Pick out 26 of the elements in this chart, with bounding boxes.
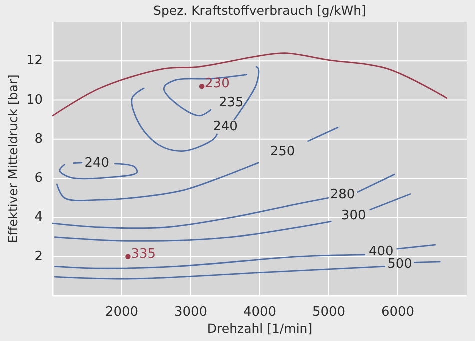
x-tick-label: 3000 — [174, 305, 208, 320]
y-tick-label: 12 — [26, 54, 43, 69]
series-label: 335 — [131, 246, 156, 262]
x-tick-label: 4000 — [243, 305, 277, 320]
text: 240 — [84, 156, 110, 171]
x-tick-label: 6000 — [381, 305, 415, 320]
series-label: 250 — [270, 144, 296, 160]
series-label: 240 — [213, 120, 238, 135]
series-label: 230 — [205, 76, 230, 92]
x-axis-title: Drehzahl [1/min] — [207, 321, 313, 336]
series-label: 400 — [369, 244, 394, 260]
y-tick-label: 6 — [34, 171, 43, 186]
series-label: 280 — [330, 188, 356, 203]
line-series — [52, 52, 448, 117]
y-tick-label: 10 — [26, 92, 43, 108]
y-tick-label: 2 — [34, 249, 43, 264]
series-label: 235 — [219, 96, 244, 111]
x-tick-label: 2000 — [105, 305, 139, 320]
y-axis-title: Effektiver Mitteldruck [bar] — [6, 74, 20, 244]
line-series — [163, 74, 248, 117]
y-tick-label: 4 — [34, 210, 43, 226]
series-label: 300 — [341, 208, 366, 224]
chart-title: Spez. Kraftstoffverbrauch [g/kWh] — [154, 3, 366, 18]
x-tick-label: 5000 — [312, 305, 346, 320]
series-label: 500 — [388, 257, 412, 272]
y-tick-label: 8 — [34, 132, 43, 147]
